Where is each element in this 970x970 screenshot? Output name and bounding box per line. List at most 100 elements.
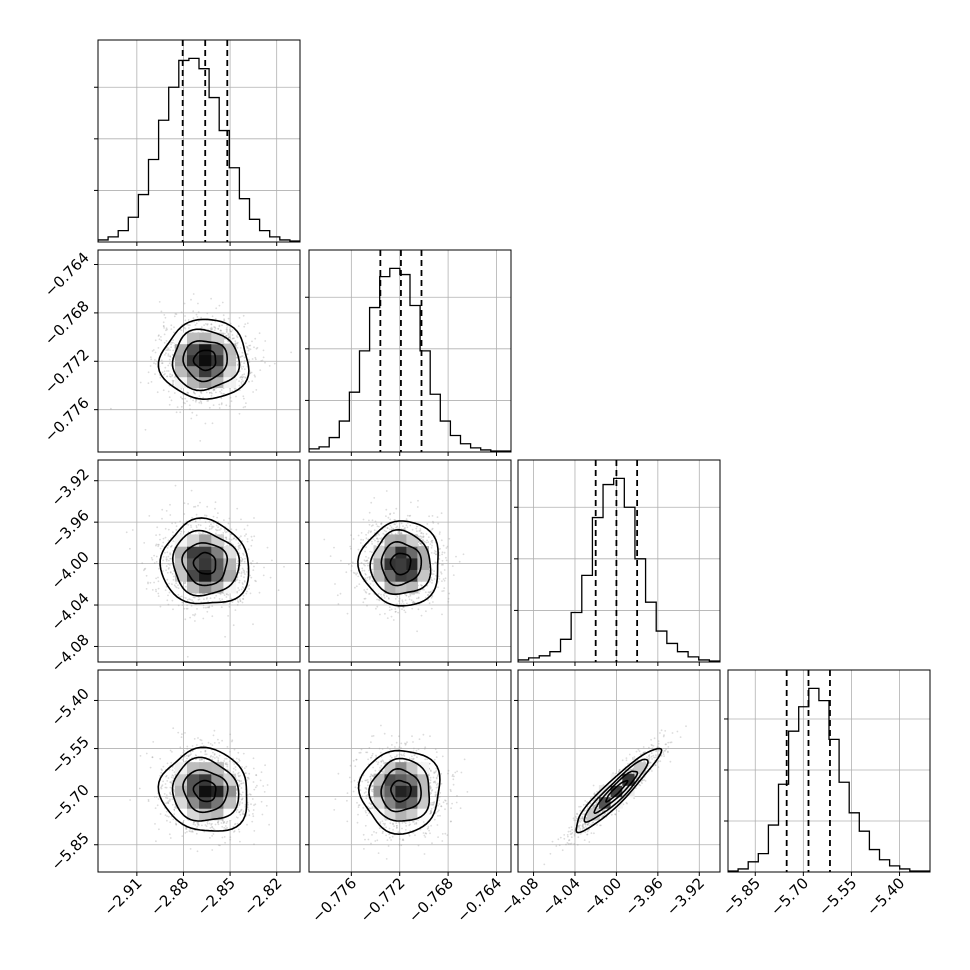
sample-point [211,826,214,828]
sample-point [226,530,228,533]
y-tick-label: −4.04 [48,589,93,634]
sample-point [397,611,399,614]
sample-point [175,823,178,826]
sample-point [397,532,399,535]
sample-point [443,579,446,582]
sample-point [165,775,167,778]
sample-point [219,390,222,393]
sample-point [190,524,192,527]
sample-point [239,356,242,358]
sample-point [170,343,173,346]
sample-point [212,404,215,407]
sample-point [152,349,155,351]
density-cell [384,534,397,547]
sample-point [164,786,167,789]
sample-point [187,392,190,394]
sample-point [240,572,243,575]
sample-point [420,614,423,617]
sample-point [189,324,191,327]
sample-point [237,548,240,551]
sample-point [167,370,170,372]
sample-point [217,526,220,529]
sample-point [243,580,246,582]
density-cell [384,581,397,594]
sample-point [401,599,404,602]
sample-point [154,339,157,342]
sample-point [171,599,174,602]
sample-point [217,529,219,531]
sample-point [236,341,239,344]
sample-point [240,383,243,385]
sample-point [365,579,368,582]
sample-point [177,593,180,596]
sample-point [246,353,249,356]
sample-point [153,554,156,557]
sample-point [405,594,408,597]
sample-point [378,599,381,602]
sample-point [238,384,241,387]
sample-point [223,392,226,395]
sample-point [415,527,418,530]
sample-point [162,541,165,544]
sample-point [161,371,164,374]
sample-point [192,293,195,295]
sample-point [164,589,167,591]
sample-point [199,440,202,442]
sample-point [180,387,183,390]
sample-point [144,567,147,570]
density-cell [199,557,212,570]
sample-point [223,519,225,521]
sample-point [160,336,162,338]
sample-point [364,590,367,593]
sample-point [217,844,220,846]
sample-point [169,355,172,357]
sample-point [168,375,171,378]
sample-point [179,596,182,598]
sample-point [245,533,248,536]
density-cell [187,569,200,582]
sample-point [416,525,418,528]
sample-point [373,497,376,499]
sample-point [262,574,265,577]
sample-point [215,391,217,394]
sample-point [193,596,196,599]
sample-point [186,607,189,610]
sample-point [165,352,167,354]
sample-point [246,590,248,593]
sample-point [167,355,170,357]
sample-point [243,580,246,583]
sample-point [238,811,241,813]
sample-point [238,579,241,582]
density-cell [211,332,224,345]
sample-point [231,390,234,392]
sample-point [110,407,112,410]
sample-point [239,347,242,349]
sample-point [243,373,246,376]
density-cell [199,581,212,594]
sample-point [413,601,416,604]
sample-point [400,603,403,606]
sample-point [389,513,391,516]
sample-point [233,387,236,390]
sample-point [246,806,249,809]
sample-point [144,428,147,431]
sample-point [205,391,208,394]
sample-point [380,522,383,525]
sample-point [177,587,180,590]
sample-point [143,542,146,544]
sample-point [167,563,170,565]
sample-point [174,484,177,487]
sample-point [254,356,257,359]
sample-point [163,314,166,316]
sample-point [161,362,163,365]
sample-point [211,758,214,761]
sample-point [164,527,167,530]
sample-point [420,532,422,535]
sample-point [368,592,371,595]
sample-point [426,539,428,542]
sample-point [419,535,422,538]
sample-point [382,532,385,535]
sample-point [172,777,175,779]
sample-point [197,823,199,826]
sample-point [426,594,429,597]
